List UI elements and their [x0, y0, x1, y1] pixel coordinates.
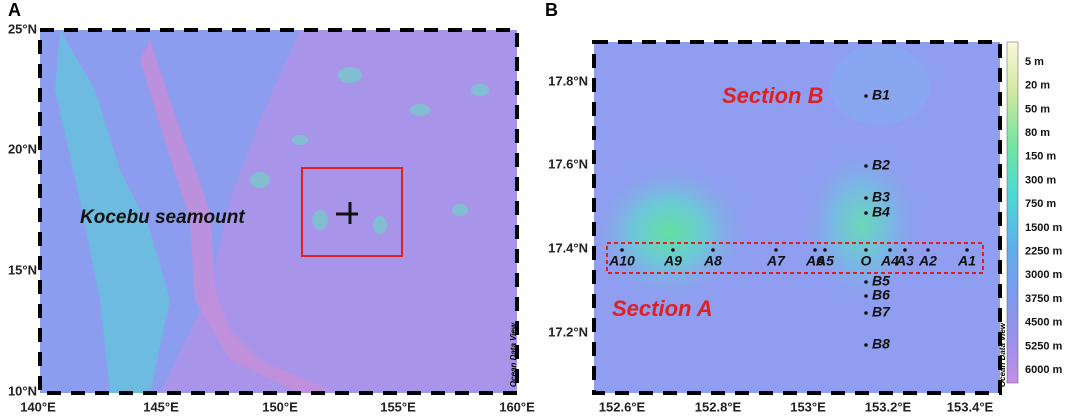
frame-b: [592, 40, 1002, 395]
station-label: A9: [663, 253, 682, 269]
colorbar-label: 2250 m: [1025, 246, 1063, 258]
colorbar-label: 150 m: [1025, 151, 1056, 163]
x-tick-label: 153.4°E: [947, 399, 994, 414]
station-dot: [813, 248, 817, 252]
x-tick-label: 153.2°E: [865, 399, 912, 414]
station-dot: [864, 196, 868, 200]
colorbar-label: 50 m: [1025, 103, 1050, 115]
credit: Ocean Data View: [998, 322, 1007, 387]
station-label: A5: [815, 253, 834, 269]
station-label: B6: [872, 287, 890, 303]
seamount-a9: [590, 162, 750, 302]
station-label: B3: [872, 189, 890, 205]
y-tick-label: 20°N: [8, 141, 37, 156]
colorbar-label: 1500 m: [1025, 222, 1063, 234]
stations-cross: [336, 202, 358, 224]
y-tick-label: 10°N: [8, 383, 37, 398]
station-dot: [620, 248, 624, 252]
station-dot: [774, 248, 778, 252]
x-tick-label: 155°E: [380, 399, 416, 414]
station-label: B7: [872, 304, 891, 320]
station-label: A10: [608, 253, 635, 269]
y-tick-label: 17.8°N: [548, 73, 588, 88]
station-label: A8: [703, 253, 722, 269]
study-box: [301, 167, 403, 257]
station-dot: [965, 248, 969, 252]
colorbar-label: 5250 m: [1025, 340, 1063, 352]
station-label: A7: [766, 253, 786, 269]
station-label: A2: [918, 253, 937, 269]
colorbar-label: 300 m: [1025, 174, 1056, 186]
credit: Ocean Data View: [509, 322, 518, 387]
station-label: B8: [872, 336, 890, 352]
station-dot: [864, 343, 868, 347]
panel-label: B: [545, 0, 558, 20]
station-label: A4: [880, 253, 899, 269]
colorbar-label: 3000 m: [1025, 269, 1063, 281]
station-label: A3: [895, 253, 914, 269]
station-dot: [903, 248, 907, 252]
colorbar-label: 4500 m: [1025, 317, 1063, 329]
colorbar: [1006, 41, 1019, 384]
x-tick-label: 152.6°E: [599, 399, 646, 414]
y-tick-label: 17.4°N: [548, 240, 588, 255]
x-tick-label: 153°E: [790, 399, 826, 414]
station-dot: [864, 248, 868, 252]
colorbar-label: 6000 m: [1025, 364, 1063, 376]
y-tick-label: 17.2°N: [548, 324, 588, 339]
station-dot: [864, 94, 868, 98]
station-dot: [864, 294, 868, 298]
annotation: Kocebu seamount: [80, 207, 245, 228]
panel-label: A: [8, 0, 21, 20]
x-tick-label: 150°E: [262, 399, 298, 414]
station-dot: [888, 248, 892, 252]
colorbar-label: 20 m: [1025, 80, 1050, 92]
x-tick-label: 152.8°E: [695, 399, 742, 414]
colorbar-label: 5 m: [1025, 56, 1044, 68]
station-dot: [823, 248, 827, 252]
rise: [830, 45, 930, 125]
x-tick-label: 160°E: [499, 399, 535, 414]
x-tick-label: 145°E: [143, 399, 179, 414]
colorbar-label: 3750 m: [1025, 293, 1063, 305]
station-dot: [926, 248, 930, 252]
station-label: B1: [872, 87, 890, 103]
station-label: B4: [872, 204, 890, 220]
station-dot: [864, 280, 868, 284]
y-tick-label: 15°N: [8, 262, 37, 277]
seamount-b4: [802, 145, 922, 305]
colorbar-label: 80 m: [1025, 127, 1050, 139]
station-label: A1: [957, 253, 976, 269]
frame-a: [38, 28, 519, 395]
seamounts: [250, 67, 489, 234]
station-dot: [671, 248, 675, 252]
section-label: Section A: [612, 296, 713, 321]
station-dot: [711, 248, 715, 252]
station-dot: [864, 311, 868, 315]
station-label: B5: [872, 273, 890, 289]
trench: [140, 40, 330, 393]
x-tick-label: 140°E: [20, 399, 56, 414]
colorbar-label: 750 m: [1025, 198, 1056, 210]
station-dot: [864, 211, 868, 215]
y-tick-label: 17.6°N: [548, 156, 588, 171]
station-dot: [864, 164, 868, 168]
section-label: Section B: [722, 83, 824, 108]
station-label: B2: [872, 157, 890, 173]
ridge: [55, 30, 170, 393]
station-label: A6: [805, 253, 824, 269]
y-tick-label: 25°N: [8, 21, 37, 36]
station-label: O: [861, 253, 872, 269]
